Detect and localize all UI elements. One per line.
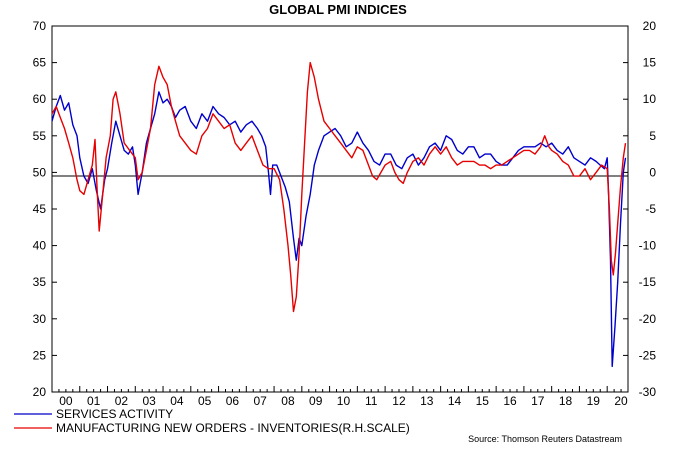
series-line-services-activity [51, 91, 627, 368]
left-axis: 70 65 60 55 50 45 40 35 30 25 20 [33, 19, 57, 399]
x-tick-label: 13 [420, 394, 434, 408]
x-tick-label: 07 [254, 394, 268, 408]
left-tick-label: 45 [33, 202, 47, 216]
left-tick-label: 50 [33, 165, 47, 179]
right-axis: 20 15 10 5 0 -5 -10 -15 -20 -25 -30 [623, 19, 656, 399]
x-tick-label: 00 [59, 394, 73, 408]
x-tick-label: 08 [281, 394, 295, 408]
right-tick-label: -5 [645, 202, 656, 216]
right-tick-label: 15 [643, 56, 657, 70]
left-tick-label: 35 [33, 275, 47, 289]
source-note: Source: Thomson Reuters Datastream [468, 434, 622, 444]
left-tick-label: 40 [33, 239, 47, 253]
right-tick-label: -10 [639, 239, 657, 253]
left-tick-label: 55 [33, 129, 47, 143]
x-tick-label: 15 [476, 394, 490, 408]
x-tick-label: 10 [337, 394, 351, 408]
series-layer [51, 61, 627, 368]
left-tick-label: 60 [33, 92, 47, 106]
x-tick-label: 16 [503, 394, 517, 408]
right-tick-label: -30 [639, 385, 657, 399]
x-axis: 00 01 02 03 04 05 06 07 08 09 10 11 12 13 14 15 16 17 18 19… [58, 386, 628, 408]
x-tick-label: 19 [587, 394, 601, 408]
right-tick-label: -15 [639, 275, 657, 289]
x-tick-label: 03 [142, 394, 156, 408]
legend-label-manufacturing: MANUFACTURING NEW ORDERS - INVENTORIES(R… [56, 421, 410, 435]
x-tick-label: 01 [87, 394, 101, 408]
x-tick-label: 18 [559, 394, 573, 408]
right-tick-label: 0 [649, 165, 656, 179]
x-tick-label: 09 [309, 394, 323, 408]
left-tick-label: 25 [33, 348, 47, 362]
left-tick-label: 20 [33, 385, 47, 399]
chart-title: GLOBAL PMI INDICES [269, 2, 407, 17]
x-tick-label: 17 [531, 394, 545, 408]
left-tick-label: 30 [33, 312, 47, 326]
right-tick-label: 20 [643, 19, 657, 33]
series-line-manufacturing-new-orders [51, 61, 627, 313]
legend: SERVICES ACTIVITY MANUFACTURING NEW ORDE… [14, 407, 410, 435]
right-tick-label: 5 [649, 129, 656, 143]
x-tick-label: 06 [226, 394, 240, 408]
x-tick-label: 11 [365, 394, 378, 408]
x-tick-label: 04 [170, 394, 184, 408]
right-tick-label: 10 [643, 92, 657, 106]
x-tick-label: 02 [115, 394, 129, 408]
left-tick-label: 70 [33, 19, 47, 33]
left-tick-label: 65 [33, 56, 47, 70]
x-tick-label: 20 [614, 394, 628, 408]
x-tick-label: 14 [448, 394, 462, 408]
legend-label-services: SERVICES ACTIVITY [56, 407, 173, 421]
right-tick-label: -20 [639, 312, 657, 326]
x-tick-label: 12 [392, 394, 406, 408]
right-tick-label: -25 [639, 348, 657, 362]
x-tick-label: 05 [198, 394, 212, 408]
